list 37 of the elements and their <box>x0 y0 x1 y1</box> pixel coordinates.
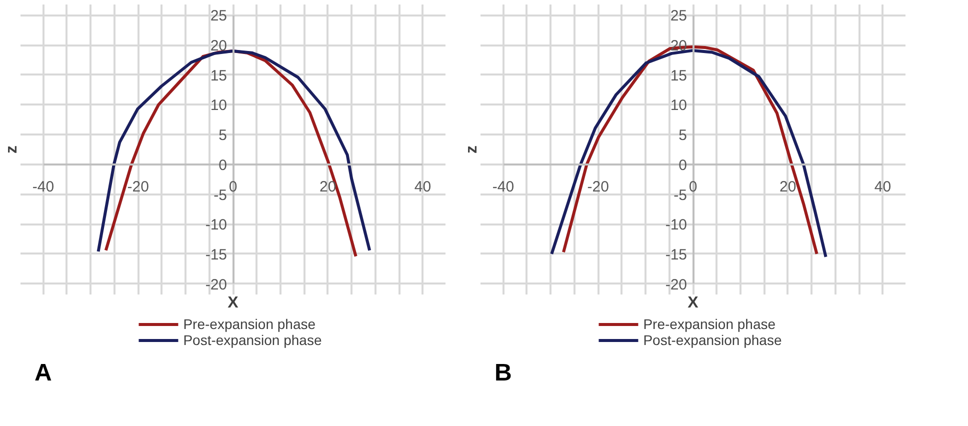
y-tick-label: -20 <box>665 276 688 294</box>
x-tick-label: 40 <box>414 178 432 196</box>
y-tick-label: -5 <box>674 186 688 204</box>
legend-label: Post-expansion phase <box>643 332 782 348</box>
y-tick-label: 10 <box>210 97 228 114</box>
y-axis-title: z <box>464 146 480 154</box>
x-tick-label: 20 <box>320 178 336 196</box>
y-tick-label: -20 <box>205 276 228 294</box>
y-tick-label: 20 <box>210 38 228 55</box>
x-tick-label: 40 <box>874 178 892 196</box>
y-tick-label: 15 <box>670 67 688 84</box>
y-tick-label: -15 <box>665 246 688 264</box>
y-tick-label: 15 <box>210 67 228 84</box>
text: A <box>34 360 52 386</box>
x-tick-label: -20 <box>587 178 609 196</box>
legend-label: Pre-expansion phase <box>183 316 316 332</box>
text: B <box>494 360 512 386</box>
y-tick-label: 0 <box>218 156 227 174</box>
y-tick-label: 25 <box>210 8 228 25</box>
y-tick-label: -5 <box>214 186 228 204</box>
y-tick-label: 5 <box>678 127 687 144</box>
y-tick-label: 25 <box>670 8 688 25</box>
y-tick-label: -10 <box>205 216 228 234</box>
x-tick-label: -40 <box>492 178 514 196</box>
y-tick-label: 0 <box>678 156 687 174</box>
y-tick-label: -15 <box>205 246 228 264</box>
y-tick-label: 5 <box>218 127 227 144</box>
x-tick-label: 20 <box>780 178 796 196</box>
y-tick-label: 10 <box>670 97 688 114</box>
x-axis-title: X <box>688 294 699 312</box>
x-tick-label: -40 <box>32 178 54 196</box>
y-tick-label: -10 <box>665 216 688 234</box>
legend-label: Post-expansion phase <box>183 332 322 348</box>
x-tick-label: -20 <box>127 178 149 196</box>
legend-label: Pre-expansion phase <box>643 316 776 332</box>
x-axis-title: X <box>228 294 239 312</box>
y-axis-title: z <box>4 146 20 154</box>
